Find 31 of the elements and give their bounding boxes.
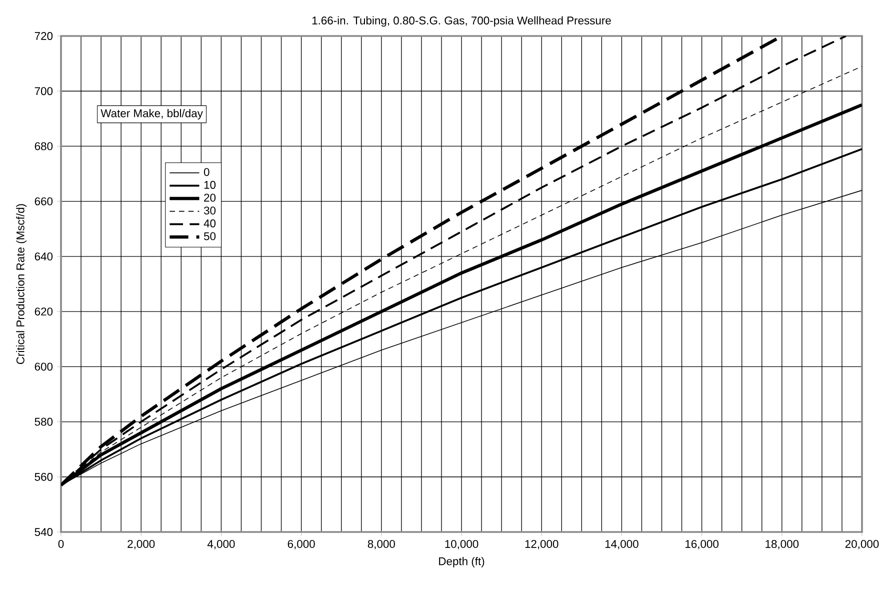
legend-label: 50 [204, 232, 216, 240]
y-tick-label: 580 [34, 418, 53, 426]
legend-label: 20 [204, 194, 216, 202]
legend-label: 40 [204, 219, 216, 228]
legend-label: 0 [204, 168, 210, 176]
x-tick-label: 4,000 [207, 540, 235, 550]
x-tick-label: 16,000 [686, 540, 718, 550]
y-tick-label: 560 [34, 472, 53, 481]
y-tick-label: 600 [34, 362, 53, 371]
legend-title: Water Make, bbl/day [100, 109, 203, 120]
y-tick-label: 640 [34, 252, 53, 260]
x-tick-label: 0 [58, 540, 64, 548]
x-tick-label: 18,000 [766, 540, 799, 550]
legend-label: 10 [204, 180, 216, 189]
x-axis-title: Depth (ft) [439, 556, 484, 568]
x-tick-label: 12,000 [525, 540, 558, 550]
y-tick-label: 680 [34, 142, 53, 150]
x-tick-label: 8,000 [368, 540, 395, 550]
y-tick-label: 620 [34, 308, 53, 316]
y-axis-title: Critical Production Rate (Mscf/d) [16, 204, 27, 364]
y-tick-label: 700 [34, 87, 53, 96]
chart-title: 1.66-in. Tubing, 0.80-S.G. Gas, 700-psia Wellhead Pressure [312, 16, 611, 27]
x-tick-label: 6,000 [288, 540, 315, 550]
legend-label: 30 [204, 206, 216, 215]
y-tick-label: 540 [34, 528, 53, 536]
x-tick-label: 14,000 [605, 540, 638, 550]
x-tick-label: 2,000 [128, 540, 155, 550]
x-tick-label: 20,000 [845, 540, 879, 550]
y-tick-label: 720 [34, 32, 53, 40]
x-tick-label: 10,000 [445, 540, 478, 550]
y-tick-label: 660 [34, 197, 53, 206]
